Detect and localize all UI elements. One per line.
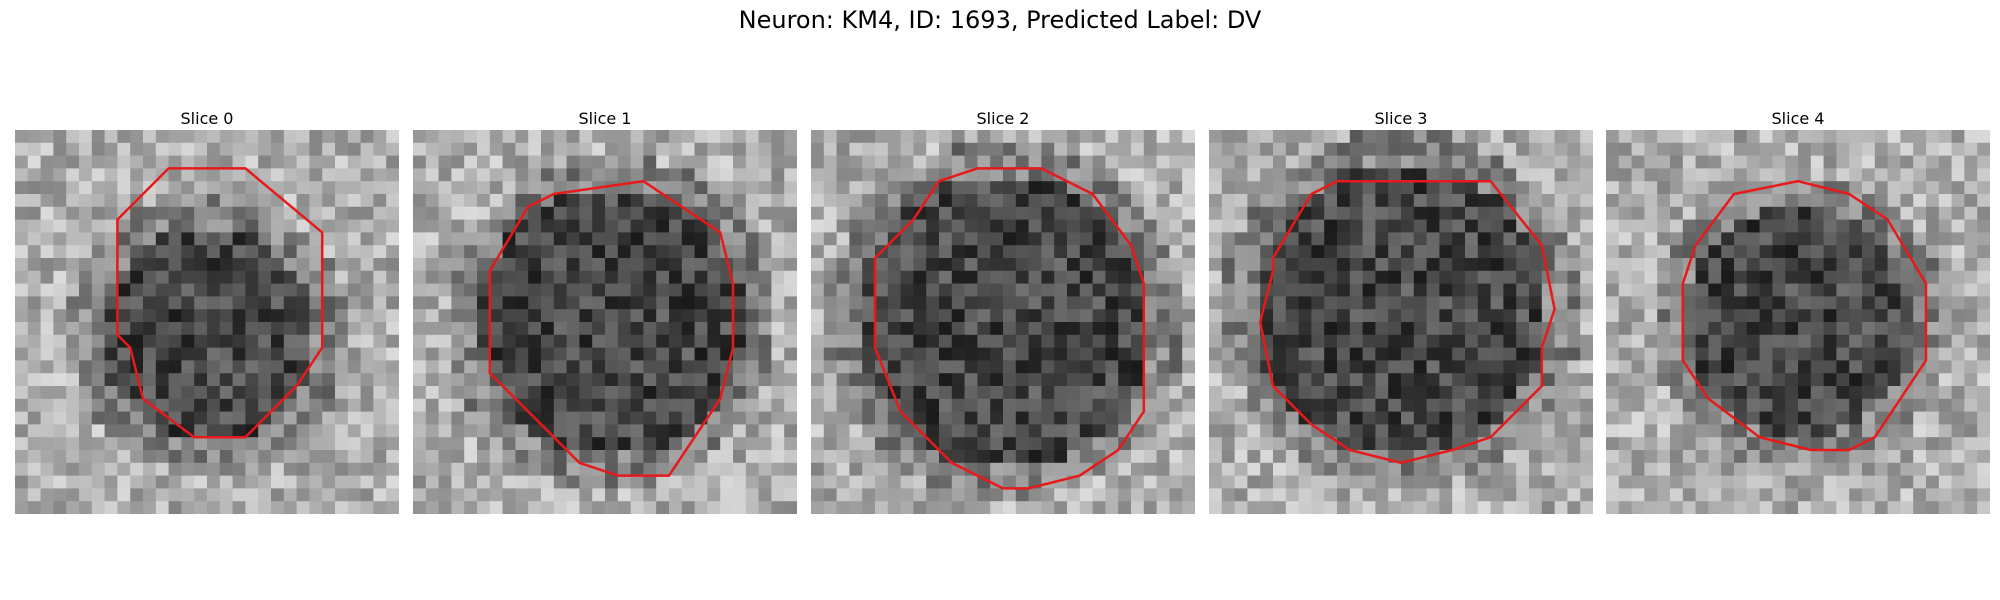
slice-panel-3: Slice 3 <box>1209 108 1593 514</box>
slice-image <box>15 130 399 514</box>
slice-image <box>1606 130 1990 514</box>
segmentation-contour <box>116 167 324 439</box>
slice-title: Slice 4 <box>1771 109 1825 128</box>
slice-title: Slice 2 <box>976 109 1030 128</box>
slice-panel-4: Slice 4 <box>1606 108 1990 514</box>
micrograph-svg <box>1209 130 1593 514</box>
slice-image <box>1209 130 1593 514</box>
micrograph-svg <box>811 130 1195 514</box>
slice-title: Slice 3 <box>1374 109 1428 128</box>
micrograph-svg <box>15 130 399 514</box>
segmentation-contour <box>488 179 735 477</box>
micrograph-svg <box>1606 130 1990 514</box>
slice-panel-1: Slice 1 <box>413 108 797 514</box>
slice-image <box>811 130 1195 514</box>
slice-title: Slice 0 <box>180 109 234 128</box>
slice-title: Slice 1 <box>578 109 632 128</box>
segmentation-contour <box>1681 179 1928 452</box>
segmentation-contour <box>1258 179 1556 465</box>
micrograph-svg <box>413 130 797 514</box>
figure-title: Neuron: KM4, ID: 1693, Predicted Label: … <box>738 6 1262 34</box>
slice-image <box>413 130 797 514</box>
segmentation-contour <box>873 167 1146 490</box>
slice-panel-0: Slice 0 <box>15 108 399 514</box>
slice-panel-2: Slice 2 <box>811 108 1195 514</box>
